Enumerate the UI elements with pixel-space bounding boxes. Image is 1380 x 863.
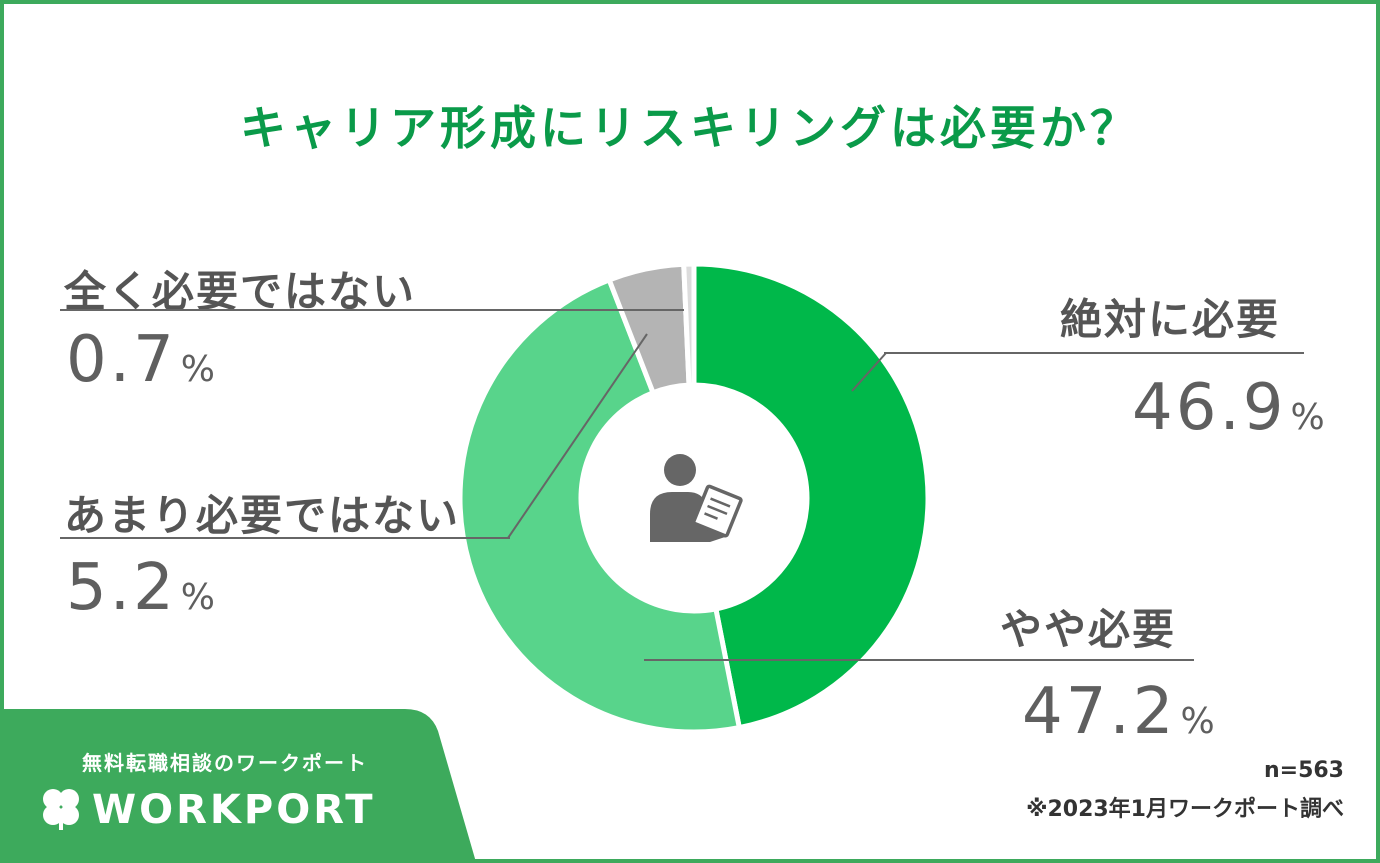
label-absolutely-value-wrap: 46.9% (1132, 376, 1325, 440)
slice-somewhat (457, 276, 743, 735)
leader-line-absolutely (851, 352, 887, 392)
label-somewhat-value: 47.2 (1022, 675, 1177, 749)
slice-absolutely (691, 261, 931, 731)
donut-chart (457, 261, 931, 735)
person-with-document-icon (650, 454, 743, 542)
sample-size: n=563 (1263, 758, 1344, 783)
brand-panel (4, 709, 476, 859)
source-note: ※2023年1月ワークポート調べ (1026, 797, 1344, 822)
clover-icon (43, 789, 79, 830)
label-somewhat-value-wrap: 47.2% (1022, 680, 1215, 744)
label-somewhat-percent: % (1180, 701, 1215, 742)
label-not-at-all-percent: % (180, 349, 215, 390)
label-somewhat-name: やや必要 (1000, 605, 1177, 654)
label-not-really-name: あまり必要ではない (64, 491, 461, 540)
label-not-really-percent: % (180, 577, 215, 618)
label-not-at-all-name: 全く必要ではない (64, 267, 417, 316)
chart-title: キャリア形成にリスキリングは必要か？ (240, 101, 1140, 155)
leader-line-not-really (507, 333, 648, 539)
label-not-at-all-value-wrap: 0.7% (66, 328, 215, 392)
label-absolutely-rule (884, 352, 1304, 354)
slice-not-at-all (681, 261, 697, 388)
label-not-at-all-value: 0.7 (66, 323, 177, 397)
brand-logo: WORKPORT (92, 787, 376, 833)
label-absolutely-name: 絶対に必要 (1060, 295, 1281, 344)
label-absolutely-value: 46.9 (1132, 371, 1287, 445)
label-not-really-value: 5.2 (66, 551, 177, 625)
label-absolutely-percent: % (1290, 397, 1325, 438)
label-not-really-rule (60, 537, 510, 539)
brand-tagline: 無料転職相談のワークポート (82, 751, 368, 775)
label-somewhat-rule (694, 659, 1194, 661)
label-not-really-value-wrap: 5.2% (66, 556, 215, 620)
label-not-at-all-rule (60, 309, 608, 311)
